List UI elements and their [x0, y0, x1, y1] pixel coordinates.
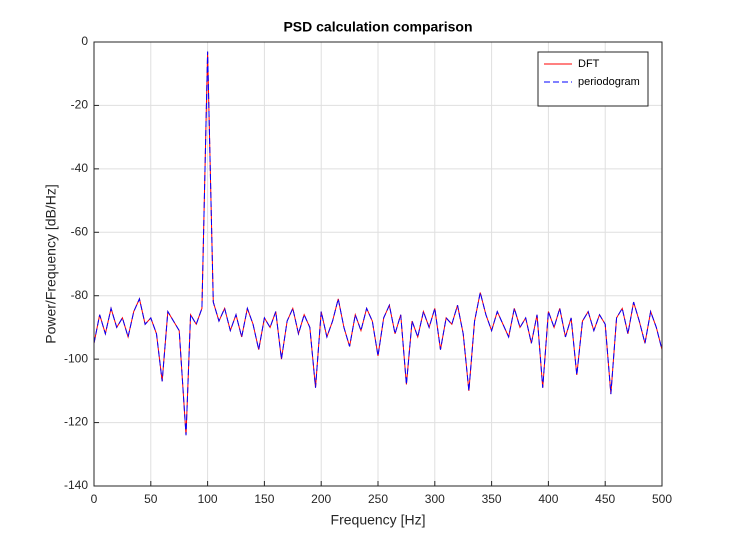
legend: DFT periodogram — [537, 51, 649, 107]
chart-title: PSD calculation comparison — [283, 19, 472, 35]
x-tick-label: 0 — [91, 492, 98, 506]
x-tick-label: 500 — [652, 492, 672, 506]
axes-box — [93, 41, 663, 487]
x-tick-label: 350 — [482, 492, 502, 506]
y-tick-label: -100 — [64, 351, 88, 365]
x-tick-label: 150 — [254, 492, 274, 506]
x-tick-label: 50 — [144, 492, 158, 506]
x-tick-label: 450 — [595, 492, 615, 506]
series-line — [93, 51, 663, 436]
y-tick-label: -40 — [71, 161, 89, 175]
y-tick-label: -60 — [71, 224, 89, 238]
legend-box — [537, 51, 649, 107]
x-tick-label: 200 — [311, 492, 331, 506]
x-tick-label: 400 — [538, 492, 558, 506]
y-axis-label: Power/Frequency [dB/Hz] — [43, 184, 59, 344]
x-tick-label: 250 — [368, 492, 388, 506]
y-tick-label: -80 — [71, 288, 89, 302]
legend-label: periodogram — [578, 76, 640, 88]
y-tick-label: -140 — [64, 478, 88, 492]
y-tick-label: 0 — [81, 34, 88, 48]
legend-label: DFT — [578, 58, 600, 70]
y-tick-label: -20 — [71, 98, 89, 112]
x-tick-label: 100 — [198, 492, 218, 506]
x-axis-label: Frequency [Hz] — [331, 512, 426, 528]
x-tick-label: 300 — [425, 492, 445, 506]
y-tick-label: -120 — [64, 415, 88, 429]
